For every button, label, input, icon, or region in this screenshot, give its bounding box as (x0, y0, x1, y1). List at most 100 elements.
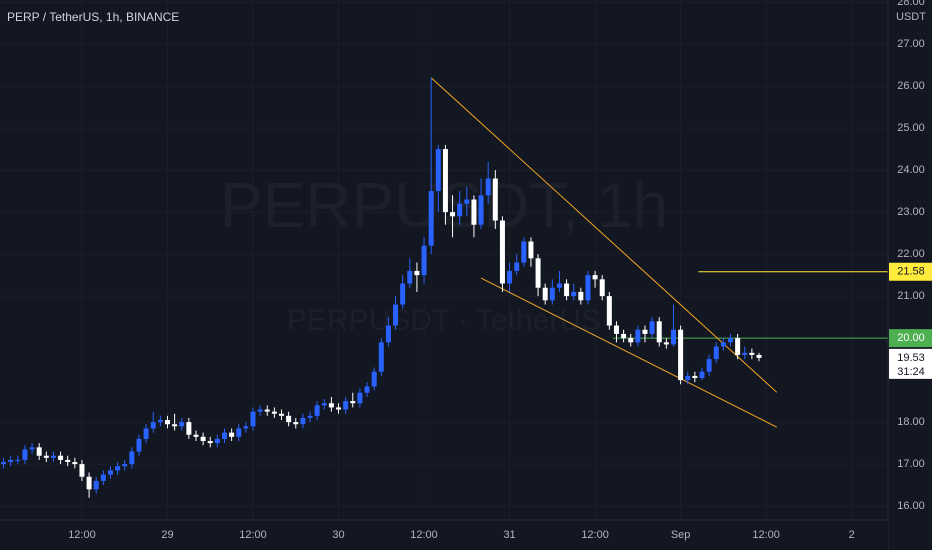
candle-body (549, 287, 555, 301)
candle-body (742, 352, 748, 355)
last-price-label: 19.53 (897, 352, 925, 364)
candle-body (357, 392, 363, 404)
candle-body (699, 371, 705, 379)
candle-body (713, 346, 719, 360)
candle-body (336, 407, 342, 410)
candle-body (236, 428, 242, 437)
candle-body (478, 195, 484, 225)
candle-body (43, 455, 49, 458)
candle-body (1, 462, 7, 465)
candle-body (29, 447, 35, 450)
candle-body (400, 283, 406, 305)
candle-body (207, 441, 213, 444)
candle-body (528, 241, 534, 259)
candle-body (485, 178, 491, 196)
candle-body (585, 275, 591, 301)
candle-body (271, 411, 277, 414)
candle-body (250, 411, 256, 427)
plot (1, 77, 888, 498)
x-tick-label: 2 (849, 529, 855, 541)
candle-body (492, 178, 498, 221)
candle-body (720, 342, 726, 347)
candle-body (193, 434, 199, 437)
x-tick-label: 12:00 (410, 529, 438, 541)
candle-body (350, 401, 356, 404)
y-tick-label: 21.00 (897, 290, 925, 302)
candle-body (172, 424, 178, 427)
candle-body (100, 474, 106, 481)
candle-body (706, 359, 712, 372)
candle-body (58, 455, 64, 460)
level-label: 20.00 (897, 332, 925, 344)
candle-body (122, 464, 128, 467)
candle-body (378, 342, 384, 372)
candle-body (756, 354, 762, 358)
y-tick-label: 17.00 (897, 458, 925, 470)
candle-body (143, 428, 149, 439)
x-tick-label: 12:00 (752, 529, 780, 541)
candle-body (442, 149, 448, 213)
unit-label: USDT (896, 11, 926, 23)
candle-body (393, 304, 399, 326)
grid (0, 0, 888, 520)
candle-body (749, 352, 755, 355)
candle-body (307, 415, 313, 418)
candle-body (414, 270, 420, 276)
y-tick-label: 28.00 (897, 0, 925, 8)
candle-body (65, 459, 71, 463)
candle-body (727, 338, 733, 343)
candle-body (300, 417, 306, 425)
candle-body (599, 279, 605, 297)
candle-body (507, 270, 513, 284)
candle-body (471, 199, 477, 225)
candle-body (15, 459, 21, 461)
candle-body (407, 270, 413, 284)
candle-body (179, 422, 185, 427)
x-tick-label: 12:00 (581, 529, 609, 541)
level-label-box (889, 262, 932, 281)
x-tick-label: 31 (503, 529, 515, 541)
candle-body (542, 287, 548, 301)
candle-body (514, 262, 520, 271)
candle-body (264, 409, 270, 412)
countdown-label: 31:24 (897, 366, 925, 378)
candle-body (115, 466, 121, 471)
x-tick-label: 29 (161, 529, 173, 541)
candle-body (606, 296, 612, 326)
x-tick-label: 30 (332, 529, 344, 541)
candle-body (656, 321, 662, 343)
candle-body (314, 405, 320, 416)
trend-line (480, 277, 778, 428)
candle-body (670, 329, 676, 345)
candle-body (428, 191, 434, 246)
x-tick-label: 12:00 (68, 529, 96, 541)
candle-body (649, 321, 655, 334)
candle-body (72, 462, 78, 465)
y-tick-label: 23.00 (897, 206, 925, 218)
level-label-box (889, 329, 932, 348)
candle-body (243, 426, 249, 429)
candle-body (571, 291, 577, 297)
time-axis (0, 520, 888, 550)
last-price-box (889, 348, 932, 379)
candle-body (457, 203, 463, 217)
candle-body (293, 422, 299, 425)
watermark-sub: PERPUSDT · TetherUS (287, 304, 601, 337)
candle-body (200, 436, 206, 442)
candle-body (129, 451, 135, 465)
candle-body (535, 258, 541, 288)
candle-body (328, 403, 334, 408)
candle-body (685, 375, 691, 381)
candle-body (521, 241, 527, 263)
candle-body (8, 459, 14, 463)
candle-body (157, 420, 163, 423)
candle-body (50, 455, 56, 458)
candle-body (464, 199, 470, 204)
y-tick-label: 22.00 (897, 248, 925, 260)
candle-body (435, 149, 441, 192)
candle-body (564, 283, 570, 297)
candle-body (385, 325, 391, 343)
candle-body (164, 420, 170, 425)
